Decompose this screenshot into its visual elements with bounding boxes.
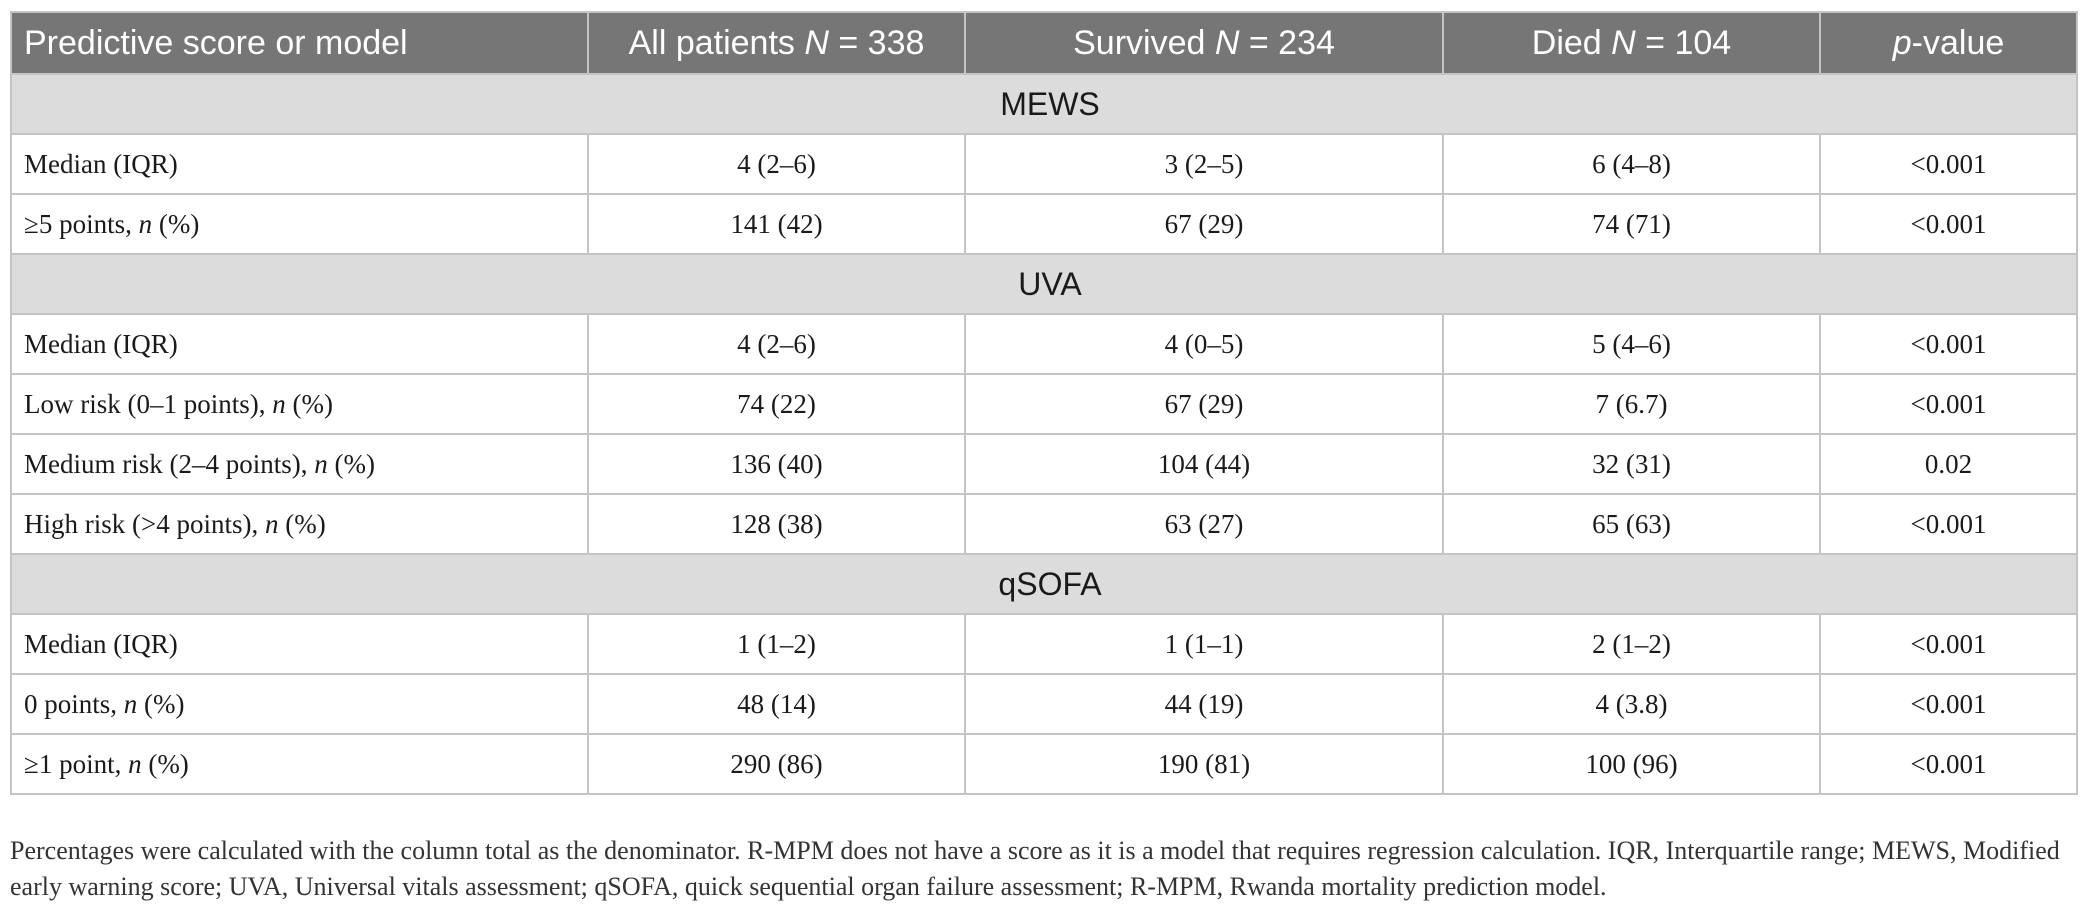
cell-all-patients: 4 (2–6) [587,133,966,195]
row-label: Medium risk (2–4 points), n (%) [10,433,589,495]
section-title: UVA [10,253,2078,315]
header-died: Died N = 104 [1442,11,1821,75]
cell-survived: 1 (1–1) [964,613,1444,675]
table-row: ≥1 point, n (%) 290 (86) 190 (81) 100 (96) <… [10,733,2078,795]
results-table-container: Predictive score or model All patients N… [10,11,2078,795]
header-score-or-model: Predictive score or model [10,11,589,75]
row-label: 0 points, n (%) [10,673,589,735]
header-p-value: p-value [1819,11,2078,75]
cell-died: 100 (96) [1442,733,1821,795]
table-row: Median (IQR) 4 (2–6) 4 (0–5) 5 (4–6) <0.001 [10,313,2078,375]
predictive-scores-table: Predictive score or model All patients N… [10,11,2078,795]
cell-all-patients: 4 (2–6) [587,313,966,375]
cell-died: 2 (1–2) [1442,613,1821,675]
cell-p-value: <0.001 [1819,133,2078,195]
cell-p-value: <0.001 [1819,493,2078,555]
cell-died: 4 (3.8) [1442,673,1821,735]
table-row: Median (IQR) 4 (2–6) 3 (2–5) 6 (4–8) <0.001 [10,133,2078,195]
table-footnote: Percentages were calculated with the col… [10,836,2060,901]
cell-survived: 67 (29) [964,373,1444,435]
table-row: Median (IQR) 1 (1–2) 1 (1–1) 2 (1–2) <0.001 [10,613,2078,675]
row-label: Median (IQR) [10,313,589,375]
row-label: Median (IQR) [10,613,589,675]
cell-survived: 3 (2–5) [964,133,1444,195]
table-header-row: Predictive score or model All patients N… [10,11,2078,75]
cell-p-value: <0.001 [1819,673,2078,735]
cell-survived: 67 (29) [964,193,1444,255]
cell-died: 32 (31) [1442,433,1821,495]
cell-all-patients: 74 (22) [587,373,966,435]
cell-died: 65 (63) [1442,493,1821,555]
cell-all-patients: 141 (42) [587,193,966,255]
cell-died: 74 (71) [1442,193,1821,255]
section-title: qSOFA [10,553,2078,615]
cell-survived: 44 (19) [964,673,1444,735]
table-row: Medium risk (2–4 points), n (%) 136 (40) 1… [10,433,2078,495]
row-label: ≥5 points, n (%) [10,193,589,255]
cell-died: 7 (6.7) [1442,373,1821,435]
cell-all-patients: 48 (14) [587,673,966,735]
cell-survived: 190 (81) [964,733,1444,795]
cell-survived: 4 (0–5) [964,313,1444,375]
row-label: High risk (>4 points), n (%) [10,493,589,555]
cell-survived: 63 (27) [964,493,1444,555]
table-row: 0 points, n (%) 48 (14) 44 (19) 4 (3.8) <0.0… [10,673,2078,735]
cell-all-patients: 290 (86) [587,733,966,795]
cell-survived: 104 (44) [964,433,1444,495]
cell-p-value: <0.001 [1819,613,2078,675]
cell-all-patients: 136 (40) [587,433,966,495]
section-row-uva: UVA [10,253,2078,315]
table-row: Low risk (0–1 points), n (%) 74 (22) 67 (2… [10,373,2078,435]
cell-p-value: <0.001 [1819,193,2078,255]
row-label: ≥1 point, n (%) [10,733,589,795]
table-row: High risk (>4 points), n (%) 128 (38) 63 (… [10,493,2078,555]
cell-all-patients: 128 (38) [587,493,966,555]
section-title: MEWS [10,73,2078,135]
cell-died: 5 (4–6) [1442,313,1821,375]
cell-p-value: 0.02 [1819,433,2078,495]
section-row-qsofa: qSOFA [10,553,2078,615]
row-label: Low risk (0–1 points), n (%) [10,373,589,435]
cell-p-value: <0.001 [1819,313,2078,375]
header-all-patients: All patients N = 338 [587,11,966,75]
cell-died: 6 (4–8) [1442,133,1821,195]
cell-all-patients: 1 (1–2) [587,613,966,675]
section-row-mews: MEWS [10,73,2078,135]
row-label: Median (IQR) [10,133,589,195]
header-survived: Survived N = 234 [964,11,1444,75]
table-row: ≥5 points, n (%) 141 (42) 67 (29) 74 (71) <0… [10,193,2078,255]
cell-p-value: <0.001 [1819,373,2078,435]
cell-p-value: <0.001 [1819,733,2078,795]
